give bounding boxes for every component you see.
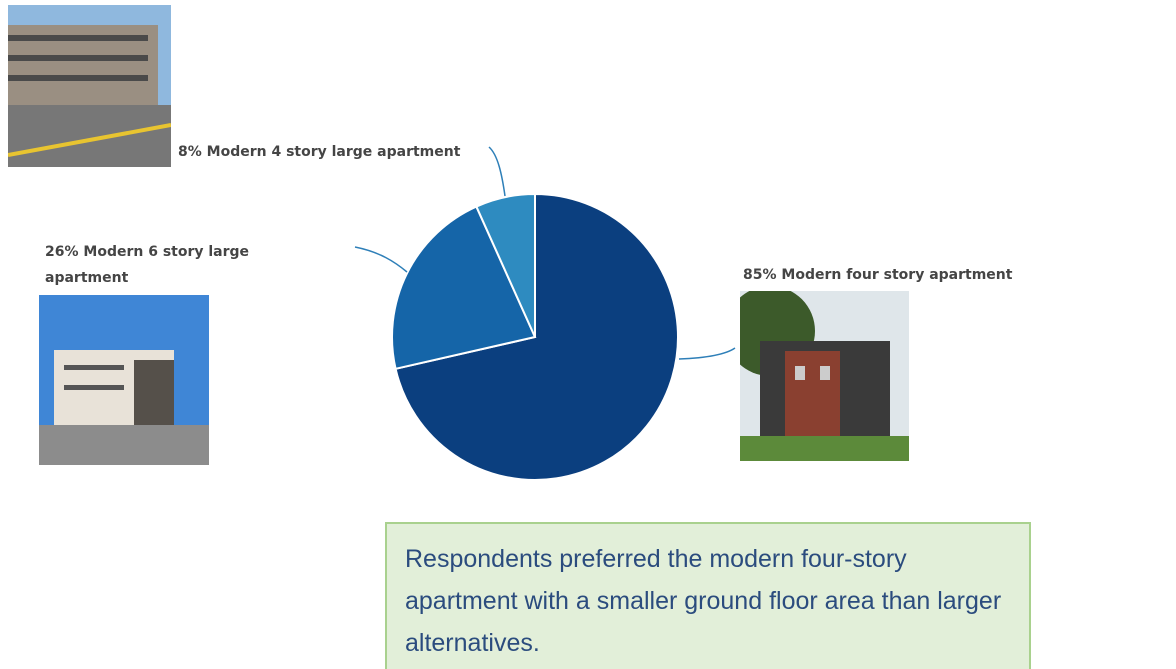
photo: [740, 291, 909, 461]
slice-label: 26% Modern 6 story large apartment: [45, 239, 275, 291]
leader-line: [678, 347, 736, 360]
photo: [8, 5, 171, 167]
value-label: 85%: [743, 267, 777, 283]
leader-line: [354, 246, 408, 273]
category-label: Modern 4 story large apartment: [206, 144, 461, 160]
pie: [391, 192, 679, 481]
slice-label: 85% Modern four story apartment: [743, 262, 1012, 288]
category-label: Modern four story apartment: [781, 267, 1013, 283]
pie-slice: [475, 192, 536, 338]
value-label: 26%: [45, 244, 79, 260]
pie-slice: [394, 192, 679, 481]
leader-line: [488, 146, 506, 197]
slice-label: 8% Modern 4 story large apartment: [178, 139, 460, 165]
pie-slice: [391, 205, 537, 371]
note-text: Respondents preferred the modern four-st…: [405, 545, 1002, 657]
note-box: Respondents preferred the modern four-st…: [385, 522, 1031, 669]
value-label: 8%: [178, 144, 202, 160]
photo: [39, 295, 209, 465]
category-label: Modern 6 story large apartment: [45, 244, 250, 286]
